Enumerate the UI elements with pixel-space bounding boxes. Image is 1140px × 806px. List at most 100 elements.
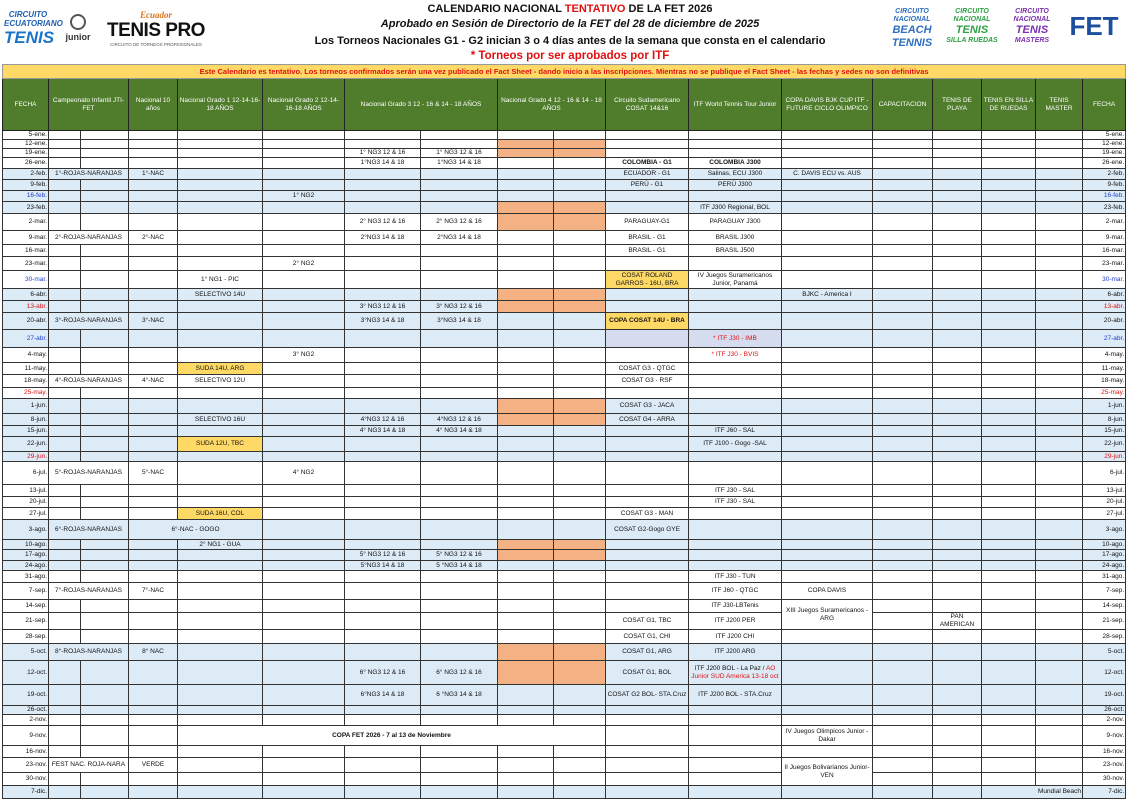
cell-text: 7°-ROJAS-NARANJAS [55, 587, 122, 594]
cell-nac10 [128, 398, 178, 414]
cell-cap [872, 560, 933, 571]
cell-inf [80, 599, 129, 613]
cell-ng3: 4°NG3 12 & 16 [344, 413, 421, 426]
cell-ng1 [177, 256, 263, 271]
cell-cap [872, 425, 933, 437]
cell-ng1: SUDA 14U, ARG [177, 362, 263, 375]
cell-nac10 [128, 288, 178, 301]
cell-ng4 [553, 684, 606, 706]
week-date: 13-jul. [1081, 484, 1127, 497]
cell-ng4 [497, 745, 554, 758]
cell-ng3 [420, 270, 498, 289]
cell-ng2 [262, 201, 345, 214]
cell-ng4 [497, 539, 554, 550]
cell-nac10 [128, 329, 178, 348]
cell-ng1: SELECTIVO 16U [177, 413, 263, 426]
cell-ng4 [497, 496, 554, 508]
cell-itf: ITF J60 - QTGC [688, 582, 782, 600]
cell-davis: IV Juegos Olimpicos Junior - Dakar [781, 725, 873, 746]
cell-ng3: 2° NG3 12 & 16 [344, 213, 421, 231]
cell-text: COPA FET 2026 - 7 al 13 de Noviembre [332, 731, 451, 739]
cell-itf [688, 288, 782, 301]
cell-ng2 [262, 599, 345, 613]
cell-cosat: COLOMBIA - G1 [605, 157, 689, 169]
cell-cosat [605, 190, 689, 202]
cell-ng4 [497, 157, 554, 169]
cell-ng4 [553, 230, 606, 245]
cell-sill [981, 139, 1036, 149]
cell-cosat [605, 714, 689, 726]
cell-ng3 [344, 139, 421, 149]
calendar-row: 2-nov. 2-nov. [2, 714, 1127, 726]
cell-sill [981, 312, 1036, 330]
cell-play [932, 560, 982, 571]
cell-cap [872, 347, 933, 363]
cell-davis: COPA DAVIS [781, 582, 873, 600]
cell-ng4 [553, 599, 606, 613]
cell-sill [981, 643, 1036, 661]
cell-davis [781, 436, 873, 452]
week-date: 27-abr. [2, 329, 49, 348]
cell-ng4 [553, 745, 606, 758]
cell-ng3 [344, 461, 421, 485]
cell-master [1035, 270, 1083, 289]
cell-nac10 [128, 244, 178, 257]
cell-ng4 [497, 549, 554, 561]
cell-text: 1°-ROJAS-NARANJAS [55, 170, 122, 177]
cell-cap [872, 213, 933, 231]
cell-itf: PARAGUAY J300 [688, 213, 782, 231]
beach-tennis-logo: CIRCUITO NACIONAL BEACH TENNIS [891, 8, 933, 49]
cell-cap [872, 288, 933, 301]
cell-master [1035, 139, 1083, 149]
cell-inf [48, 179, 81, 191]
cell-cap [872, 270, 933, 289]
cell-davis: C. DAVIS ECU vs. AUS [781, 168, 873, 180]
cell-nac10 [128, 772, 178, 786]
cell-inf [48, 745, 81, 758]
cell-ng4 [553, 179, 606, 191]
cell-inf [80, 772, 129, 786]
week-date: 7-dic. [2, 785, 49, 799]
calendar-row: 30-nov. 30-nov. [2, 772, 1127, 786]
cell-text: PAN AMERICAN [939, 613, 975, 629]
cell-cap [872, 413, 933, 426]
week-date: 27-jul. [2, 507, 49, 520]
cell-ng4 [553, 643, 606, 661]
cell-ng1 [177, 230, 263, 245]
cell-ng1 [177, 398, 263, 414]
cell-ng1 [177, 757, 263, 773]
cell-play [932, 244, 982, 257]
cell-cosat: BRASIL - G1 [605, 244, 689, 257]
cell-ng4 [497, 300, 554, 313]
week-date: 13-jul. [2, 484, 49, 497]
cell-davis [781, 256, 873, 271]
cell-play [932, 705, 982, 715]
cell-nac10: 4°-NAC [128, 374, 178, 388]
title-tentativo: TENTATIVO [564, 3, 626, 15]
cell-text: XIII Juegos Suramericanos - ARG [785, 606, 868, 622]
cell-play [932, 451, 982, 462]
cell-cap [872, 629, 933, 644]
cell-text: 6°-NAC - GOGO [171, 525, 220, 533]
cell-cap [872, 714, 933, 726]
cell-ng4 [497, 570, 554, 583]
cell-ng2 [262, 413, 345, 426]
calendar-row: 25-may. 25-may. [2, 387, 1127, 399]
cell-ng2 [262, 772, 345, 786]
cell-inf [80, 190, 129, 202]
cell-ng4 [497, 451, 554, 462]
cell-ng1 [177, 643, 263, 661]
cell-inf: 5°-ROJAS-NARANJAS [48, 461, 129, 485]
cell-cosat: COPA COSAT 14U - BRA [605, 312, 689, 330]
cell-itf: ITF J30 - TUN [688, 570, 782, 583]
cell-ng4 [497, 288, 554, 301]
cell-master [1035, 507, 1083, 520]
cell-ng3 [420, 785, 498, 799]
cell-play [932, 256, 982, 271]
subtitle: Aprobado en Sesión de Directorio de la F… [380, 18, 760, 30]
cell-ng2 [262, 398, 345, 414]
week-date: 6-jul. [1081, 461, 1127, 485]
cell-cap [872, 312, 933, 330]
cell-cosat: COSAT G2 BOL- STA.Cruz [605, 684, 689, 706]
cell-sill [981, 130, 1036, 140]
